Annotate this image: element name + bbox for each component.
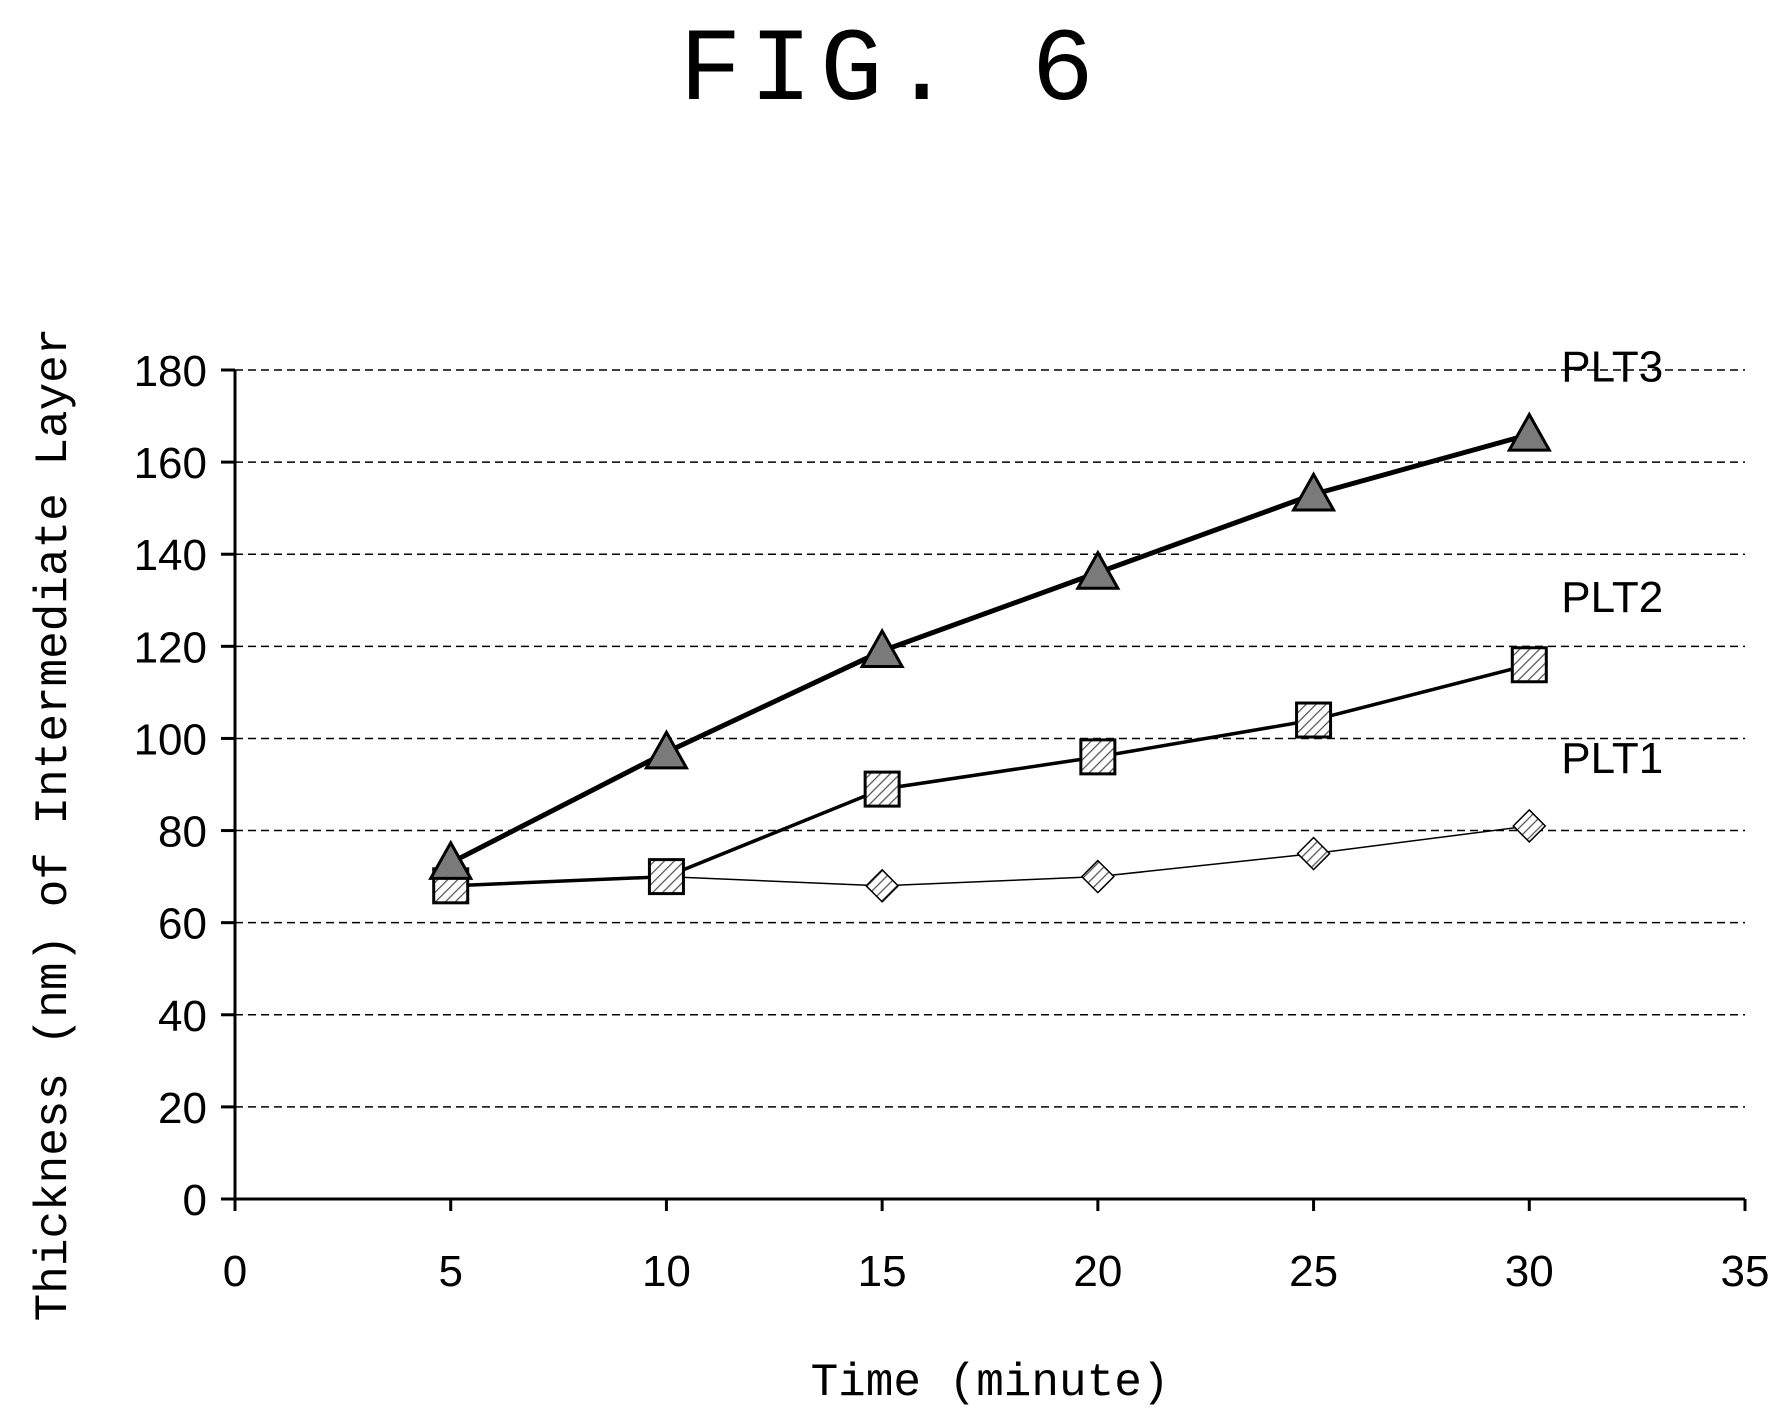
marker-plt1-point (1296, 836, 1331, 871)
x-tick-label: 25 (1289, 1247, 1338, 1296)
figure-title: FIG. 6 (679, 13, 1102, 131)
marker-plt2-point (1295, 701, 1333, 739)
y-tick-label: 100 (134, 715, 207, 764)
x-tick-label: 10 (642, 1247, 691, 1296)
marker-plt1-point (1512, 808, 1547, 844)
marker-plt3-point (428, 839, 474, 880)
marker-plt1-point (1080, 859, 1115, 894)
series-line-plt1 (450, 825, 1530, 887)
axes (221, 368, 1747, 1211)
y-tick-label: 180 (134, 347, 207, 396)
y-tick-label: 0 (183, 1176, 207, 1225)
labels: 0 20 40 60 80 100 120 140 160 180 0 5 10 15 20 25 30 35 Ti… (28, 328, 1769, 1409)
series-line-plt3 (449, 432, 1530, 866)
y-tick-label: 60 (158, 900, 207, 949)
x-tick-label: 15 (858, 1247, 907, 1296)
x-tick-label: 30 (1505, 1247, 1554, 1296)
series-label-plt1: PLT1 (1561, 734, 1663, 783)
x-tick-label: 0 (223, 1247, 247, 1296)
y-tick-label: 160 (134, 439, 207, 488)
marker-plt3-point (1506, 411, 1552, 452)
series-label-plt2: PLT2 (1561, 573, 1663, 622)
y-tick-label: 120 (134, 623, 207, 672)
series (428, 411, 1552, 905)
marker-plt3-point (1075, 549, 1121, 590)
marker-plt3-point (1291, 471, 1337, 512)
marker-plt3-point (859, 627, 905, 669)
marker-plt1-point (865, 868, 900, 903)
marker-plt2-point (1079, 738, 1117, 776)
series-label-plt3: PLT3 (1561, 342, 1663, 391)
y-tick-label: 80 (158, 808, 207, 857)
x-tick-label: 20 (1073, 1247, 1122, 1296)
gridlines (235, 369, 1745, 1108)
marker-plt2-point (1510, 646, 1548, 684)
y-tick-label: 20 (158, 1084, 207, 1133)
x-tick-label: 5 (438, 1247, 462, 1296)
y-axis-label: Thickness (nm) of Intermediate Layer (28, 328, 80, 1322)
y-tick-label: 40 (158, 992, 207, 1041)
marker-plt2-point (863, 770, 901, 808)
y-tick-label: 140 (134, 531, 207, 580)
x-axis-label: Time (minute) (811, 1357, 1170, 1409)
series-line-plt2 (450, 663, 1530, 888)
marker-plt2-point (647, 858, 685, 896)
x-tick-label: 35 (1721, 1247, 1770, 1296)
marker-plt3-point (643, 729, 689, 770)
